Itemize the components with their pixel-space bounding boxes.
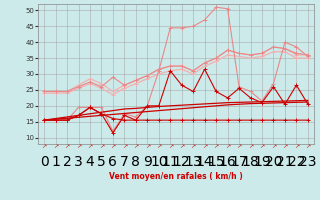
X-axis label: Vent moyen/en rafales ( km/h ): Vent moyen/en rafales ( km/h )	[109, 172, 243, 181]
